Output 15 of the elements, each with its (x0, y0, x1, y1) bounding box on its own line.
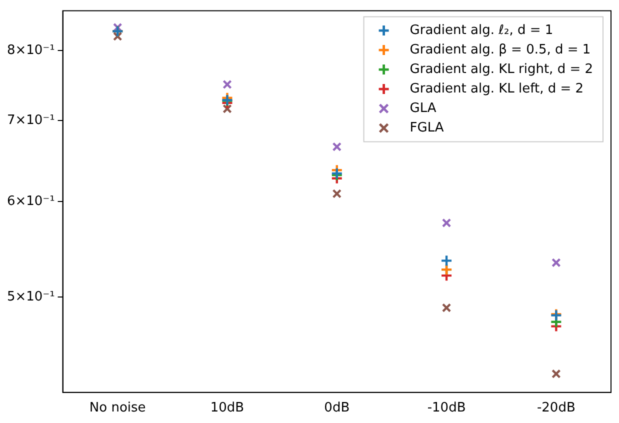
x-tick-label: 0dB (324, 400, 350, 416)
legend-label: GLA (410, 100, 436, 116)
x-tick-label: 10dB (210, 400, 244, 416)
y-tick-label: 7×10⁻¹ (7, 113, 55, 128)
x-tick-label: No noise (89, 400, 146, 416)
x-tick-label: -10dB (427, 400, 466, 416)
y-tick-label: 6×10⁻¹ (7, 194, 55, 209)
x-tick-label: -20dB (536, 400, 576, 416)
legend-label: FGLA (410, 120, 444, 136)
y-tick-label: 8×10⁻¹ (7, 42, 55, 58)
legend-label: Gradient alg. KL right, d = 2 (410, 62, 594, 77)
y-tick-label: 5×10⁻¹ (7, 290, 55, 305)
legend-label: Gradient alg. β = 0.5, d = 1 (410, 42, 591, 58)
legend-label: Gradient alg. KL left, d = 2 (410, 81, 584, 96)
legend-label: Gradient alg. ℓ₂, d = 1 (410, 22, 554, 38)
